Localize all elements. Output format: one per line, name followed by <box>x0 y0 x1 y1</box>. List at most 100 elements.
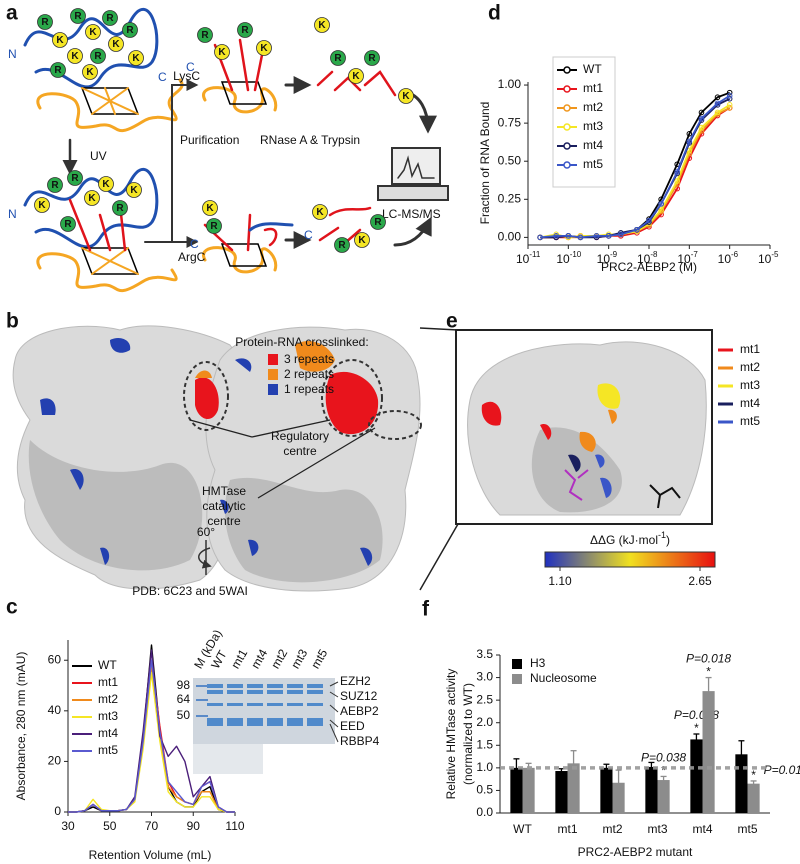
residue <box>85 24 101 40</box>
legend-swatch <box>512 659 522 669</box>
x-tick-label: 50 <box>103 819 117 833</box>
residue <box>108 36 124 52</box>
residue <box>34 197 50 213</box>
residue-label: R <box>210 221 218 232</box>
residue <box>82 64 98 80</box>
bar <box>612 782 625 813</box>
legend-swatch <box>268 384 278 395</box>
residue <box>37 14 53 30</box>
arrow <box>393 216 432 247</box>
legend-label: Nucleosome <box>530 671 597 685</box>
residue <box>102 10 118 26</box>
residue <box>202 200 218 216</box>
gel-band <box>287 722 303 726</box>
lane-label: mt1 <box>228 646 250 671</box>
colorbar-label: 2.65 <box>688 574 712 588</box>
residue-label: R <box>54 65 62 76</box>
ligand <box>649 484 681 509</box>
residue-label: K <box>206 203 214 214</box>
site-outline <box>183 361 229 431</box>
rna-strand <box>23 7 159 89</box>
gel-band <box>247 684 263 688</box>
x-tick-label: 90 <box>187 819 201 833</box>
residue-label: K <box>358 235 366 246</box>
data-point <box>714 109 721 116</box>
zoom-line <box>419 327 459 591</box>
data-point <box>674 178 680 184</box>
computer-base <box>377 185 449 201</box>
bar <box>747 783 760 813</box>
residue <box>256 40 272 56</box>
data-point <box>714 94 721 101</box>
rna-strand <box>23 167 159 249</box>
marker-band <box>196 699 208 701</box>
colorbar-ticks: 1.10 2.65 <box>548 567 712 588</box>
significance-star: * <box>661 764 666 778</box>
superscript: -11 <box>529 250 541 259</box>
annotation: HMTase <box>202 484 246 498</box>
crosslink-patch <box>295 340 335 372</box>
x-tick-label: 10-10 <box>556 250 581 266</box>
legend-marker <box>563 85 571 93</box>
residue-label: K <box>112 39 120 50</box>
title-end: ) <box>666 533 670 547</box>
y-tick-label: 0.5 <box>476 783 493 797</box>
source-note: PDB: 6C23 and 5WAI <box>132 584 248 598</box>
bar <box>657 780 670 813</box>
bar <box>522 767 535 813</box>
data-point <box>553 233 559 239</box>
gel-band <box>267 703 283 706</box>
structure-inset <box>467 341 707 516</box>
bar <box>567 763 580 813</box>
legend-label: mt4 <box>98 726 118 740</box>
bar <box>702 691 715 813</box>
x-tick-label: mt5 <box>737 822 757 836</box>
step-label: LC-MS/MS <box>382 207 441 221</box>
residue-label: R <box>74 11 82 22</box>
gel-band <box>207 684 223 688</box>
data-point <box>726 92 733 99</box>
mutation-patch <box>481 401 552 440</box>
legend-label: mt4 <box>583 138 603 152</box>
legend-swatch <box>268 369 278 380</box>
residue-label: R <box>241 25 249 36</box>
crosslink-patch <box>325 371 379 435</box>
residue-label: R <box>51 180 59 191</box>
residue <box>67 48 83 64</box>
data-point <box>686 138 693 145</box>
legend-label: mt1 <box>98 675 118 689</box>
legend-label: mt2 <box>740 360 760 374</box>
complex-cube <box>220 81 268 105</box>
x-tick-label: 10-5 <box>758 250 779 266</box>
protein-pointer <box>329 681 339 687</box>
legend-swatch <box>268 354 278 365</box>
residue-label: R <box>126 25 134 36</box>
residue-label: R <box>374 217 382 228</box>
superscript: -1 <box>658 530 666 540</box>
marker-size: 50 <box>177 708 191 722</box>
x-axis-title: PRC2-AEBP2 (M) <box>601 260 697 274</box>
structure-view <box>12 325 459 592</box>
x-tick-label: 70 <box>145 819 159 833</box>
residue-label: K <box>318 20 326 31</box>
data-point <box>646 217 652 224</box>
superscript: -9 <box>610 250 618 259</box>
annotation: catalytic <box>202 499 245 513</box>
y-axis-title: Fraction of RNA Bound <box>478 102 492 225</box>
complex-cube <box>220 243 268 267</box>
protein-pointer <box>329 691 339 698</box>
significance-star: * <box>694 721 699 735</box>
protein-shadow <box>225 477 383 583</box>
superscript: -6 <box>731 250 739 259</box>
gel-band <box>207 703 223 706</box>
p-value: P=0.015 <box>764 763 800 777</box>
marker-band <box>196 685 208 687</box>
y-tick-label: 3.0 <box>476 670 493 684</box>
marker-band <box>196 715 208 717</box>
residue <box>84 190 100 206</box>
significance-star: * <box>706 665 711 679</box>
residue-label: K <box>130 185 138 196</box>
